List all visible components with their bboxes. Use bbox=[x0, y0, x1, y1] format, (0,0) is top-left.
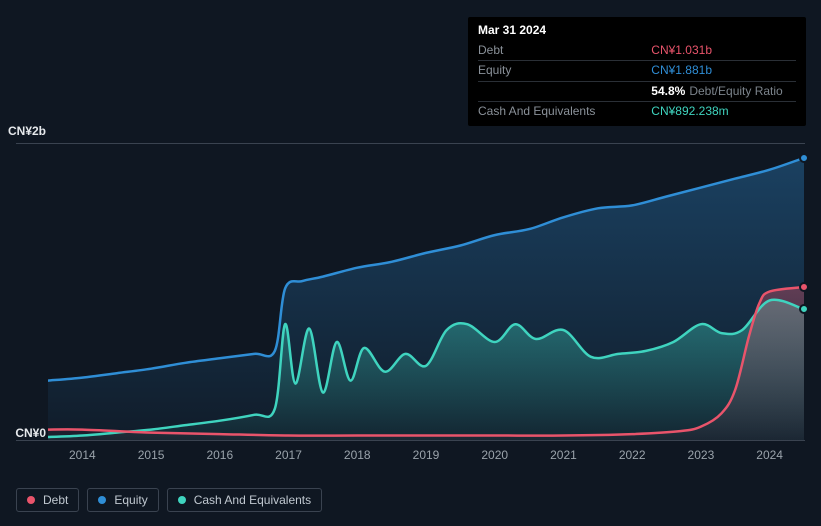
xlabel-2021: 2021 bbox=[550, 448, 577, 462]
tooltip-debt-value: CN¥1.031b bbox=[651, 41, 796, 61]
xlabel-2020: 2020 bbox=[481, 448, 508, 462]
legend-label-debt: Debt bbox=[43, 493, 68, 507]
tooltip-ratio-blank bbox=[478, 81, 651, 102]
xlabel-2014: 2014 bbox=[69, 448, 96, 462]
xlabel-2016: 2016 bbox=[206, 448, 233, 462]
legend-label-cash: Cash And Equivalents bbox=[194, 493, 311, 507]
tooltip-ratio-cell: 54.8% Debt/Equity Ratio bbox=[651, 81, 796, 102]
xlabel-2017: 2017 bbox=[275, 448, 302, 462]
debt-dot-icon bbox=[27, 496, 35, 504]
legend-label-equity: Equity bbox=[114, 493, 147, 507]
tooltip-ratio-label: Debt/Equity Ratio bbox=[689, 84, 782, 98]
chart-container: CN¥2b CN¥0 bbox=[0, 0, 821, 526]
xlabel-2015: 2015 bbox=[138, 448, 165, 462]
legend-item-equity[interactable]: Equity bbox=[87, 488, 158, 512]
tooltip-debt-label: Debt bbox=[478, 41, 651, 61]
tooltip-equity-label: Equity bbox=[478, 61, 651, 82]
legend-item-debt[interactable]: Debt bbox=[16, 488, 79, 512]
legend: Debt Equity Cash And Equivalents bbox=[16, 488, 322, 512]
xlabel-2022: 2022 bbox=[619, 448, 646, 462]
equity-dot-icon bbox=[98, 496, 106, 504]
xlabel-2023: 2023 bbox=[688, 448, 715, 462]
grid-zero bbox=[16, 440, 805, 441]
tooltip-equity-value: CN¥1.881b bbox=[651, 61, 796, 82]
xlabel-2024: 2024 bbox=[756, 448, 783, 462]
tooltip-cash-value: CN¥892.238m bbox=[651, 102, 796, 122]
ylabel-max: CN¥2b bbox=[8, 124, 46, 138]
tooltip-cash-label: Cash And Equivalents bbox=[478, 102, 651, 122]
hover-tooltip: Mar 31 2024 Debt CN¥1.031b Equity CN¥1.8… bbox=[468, 17, 806, 126]
tooltip-table: Debt CN¥1.031b Equity CN¥1.881b 54.8% Deb… bbox=[478, 41, 796, 122]
xlabel-2019: 2019 bbox=[413, 448, 440, 462]
legend-item-cash[interactable]: Cash And Equivalents bbox=[167, 488, 322, 512]
tooltip-ratio-pct: 54.8% bbox=[651, 84, 685, 98]
tooltip-date: Mar 31 2024 bbox=[478, 23, 796, 39]
series-end-dot-cash bbox=[799, 304, 809, 314]
ylabel-min: CN¥0 bbox=[15, 426, 46, 440]
series-end-dot-equity bbox=[799, 153, 809, 163]
chart-svg bbox=[48, 143, 804, 440]
cash-dot-icon bbox=[178, 496, 186, 504]
chart-plot[interactable] bbox=[48, 143, 804, 440]
series-end-dot-debt bbox=[799, 282, 809, 292]
xlabel-2018: 2018 bbox=[344, 448, 371, 462]
